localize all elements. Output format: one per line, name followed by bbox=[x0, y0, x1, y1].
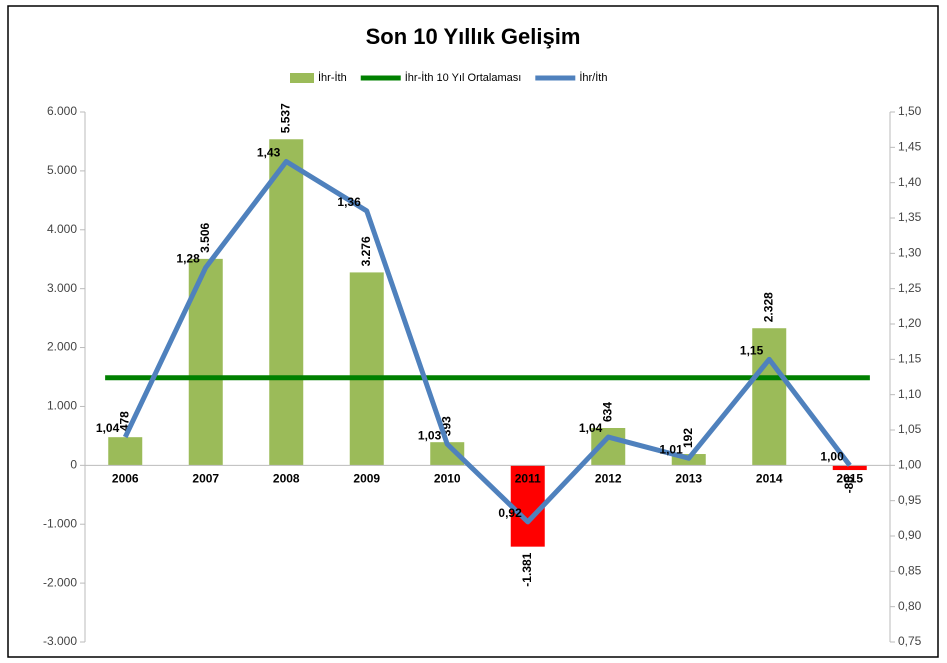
x-tick-label: 2014 bbox=[756, 472, 783, 486]
legend-label: İhr-İth bbox=[318, 71, 347, 84]
y2-tick-label: 0,85 bbox=[898, 564, 922, 578]
y-tick-label: 1.000 bbox=[47, 399, 77, 413]
y2-tick-label: 1,05 bbox=[898, 422, 922, 436]
y-tick-label: 5.000 bbox=[47, 163, 77, 177]
line-value-label: 1,28 bbox=[176, 252, 200, 266]
bar bbox=[269, 139, 304, 466]
y-tick-label: 6.000 bbox=[47, 104, 77, 118]
line-value-label: 1,36 bbox=[337, 195, 361, 209]
line-value-label: 1,15 bbox=[740, 344, 764, 358]
x-tick-label: 2006 bbox=[112, 472, 139, 486]
bar bbox=[349, 272, 384, 466]
x-tick-label: 2010 bbox=[434, 472, 461, 486]
x-tick-label: 2008 bbox=[273, 472, 300, 486]
line-value-label: 1,01 bbox=[659, 442, 683, 456]
chart-border bbox=[7, 5, 939, 658]
legend: İhr-İth İhr-İth 10 Yıl Ortalaması İhr/İth bbox=[290, 71, 607, 84]
chart-title: Son 10 Yıllık Gelişim bbox=[366, 24, 581, 49]
bar-value-label: 3.276 bbox=[359, 236, 373, 266]
y2-tick-label: 1,10 bbox=[898, 387, 922, 401]
y-tick-label: -2.000 bbox=[43, 575, 77, 589]
line-value-label: 0,92 bbox=[498, 506, 522, 520]
y-tick-label: -1.000 bbox=[43, 516, 77, 530]
y2-tick-label: 1,50 bbox=[898, 104, 922, 118]
x-tick-label: 2007 bbox=[192, 472, 219, 486]
y2-tick-label: 0,95 bbox=[898, 493, 922, 507]
bar-value-label: 2.328 bbox=[761, 292, 775, 322]
y2-tick-label: 1,45 bbox=[898, 140, 922, 154]
y2-tick-label: 1,40 bbox=[898, 175, 922, 189]
bar bbox=[510, 465, 545, 547]
y2-tick-label: 1,35 bbox=[898, 210, 922, 224]
bar bbox=[832, 465, 867, 471]
bar-value-label: -1.381 bbox=[520, 552, 534, 586]
line-value-label: 1,43 bbox=[257, 146, 281, 160]
y2-tick-label: 0,80 bbox=[898, 599, 922, 613]
bar-value-label: 5.537 bbox=[278, 103, 292, 133]
bar-value-label: 3.506 bbox=[198, 223, 212, 253]
bar-value-label: 634 bbox=[600, 402, 614, 422]
y2-tick-label: 0,75 bbox=[898, 634, 922, 648]
y2-tick-label: 0,90 bbox=[898, 528, 922, 542]
line-series bbox=[122, 158, 852, 525]
bar bbox=[108, 437, 143, 466]
line-value-label: 1,04 bbox=[579, 421, 603, 435]
y2-tick-label: 1,30 bbox=[898, 246, 922, 260]
y-tick-label: -3.000 bbox=[43, 634, 77, 648]
y2-tick-label: 1,00 bbox=[898, 458, 922, 472]
line-value-label: 1,03 bbox=[418, 428, 442, 442]
line-value-label: 1,00 bbox=[820, 450, 844, 464]
y-tick-label: 2.000 bbox=[47, 340, 77, 354]
x-tick-label: 2011 bbox=[515, 472, 541, 486]
y-tick-label: 4.000 bbox=[47, 222, 77, 236]
bar bbox=[752, 328, 787, 466]
x-tick-label: 2009 bbox=[353, 472, 380, 486]
x-tick-label: 2015 bbox=[836, 472, 863, 486]
y-tick-label: 0 bbox=[70, 458, 77, 472]
y-tick-label: 3.000 bbox=[47, 281, 77, 295]
x-tick-label: 2012 bbox=[595, 472, 622, 486]
y2-tick-label: 1,15 bbox=[898, 352, 922, 366]
y2-tick-label: 1,25 bbox=[898, 281, 922, 295]
line-value-label: 1,04 bbox=[96, 421, 120, 435]
legend-label: İhr/İth bbox=[579, 71, 607, 84]
legend-label: İhr-İth 10 Yıl Ortalaması bbox=[405, 71, 522, 84]
bar-value-label: -80 bbox=[842, 476, 856, 494]
y2-tick-label: 1,20 bbox=[898, 316, 922, 330]
legend-swatch bbox=[290, 73, 314, 83]
x-tick-label: 2013 bbox=[675, 472, 702, 486]
bar-value-label: 192 bbox=[681, 428, 695, 448]
bar bbox=[430, 442, 465, 466]
